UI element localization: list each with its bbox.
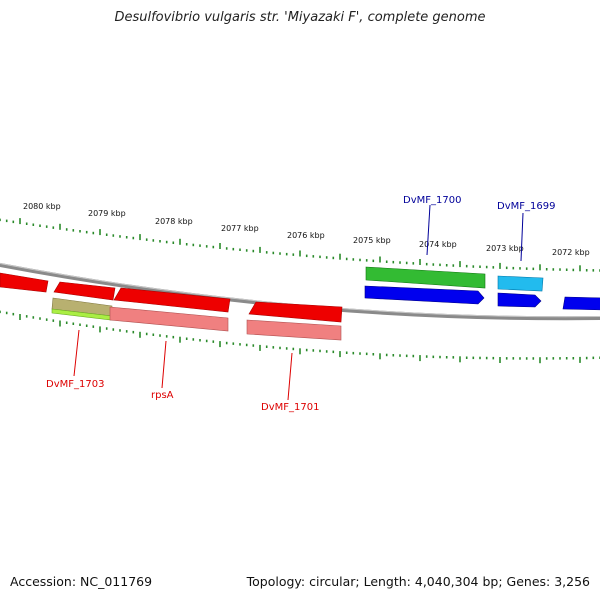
- leader-dvmf-1700: [426, 204, 431, 256]
- leader-dvmf-1703: [73, 329, 80, 377]
- gene-forward-blue-1[interactable]: [364, 285, 485, 305]
- map-title: Desulfovibrio vulgaris str. 'Miyazaki F'…: [114, 10, 486, 25]
- label-dvmf-1703[interactable]: DvMF_1703: [46, 379, 104, 390]
- gene-dvmf-1699[interactable]: [497, 275, 544, 292]
- leader-rpsA: [161, 340, 167, 389]
- leader-dvmf-1701: [287, 352, 293, 401]
- gene-rpsA[interactable]: [109, 306, 229, 332]
- kbp-label-2080: 2080 kbp: [23, 202, 61, 211]
- kbp-label-2074: 2074 kbp: [419, 240, 457, 249]
- kbp-label-2079: 2079 kbp: [88, 209, 126, 218]
- topology-text: Topology: circular; Length: 4,040,304 bp…: [246, 574, 590, 589]
- gene-forward-red-3[interactable]: [113, 287, 231, 313]
- label-dvmf-1701[interactable]: DvMF_1701: [261, 402, 319, 413]
- label-rpsA[interactable]: rpsA: [151, 390, 174, 401]
- outer-tick-ring: [0, 218, 600, 272]
- inner-tick-ring: [0, 310, 600, 364]
- kbp-label-2072: 2072 kbp: [552, 248, 590, 257]
- kbp-label-2078: 2078 kbp: [155, 217, 193, 226]
- gene-dvmf-1700[interactable]: [365, 266, 486, 289]
- kbp-label-2077: 2077 kbp: [221, 224, 259, 233]
- gene-forward-red-2[interactable]: [53, 281, 116, 301]
- gene-forward-red-1[interactable]: [0, 272, 49, 293]
- accession-text: Accession: NC_011769: [10, 574, 153, 589]
- label-dvmf-1699[interactable]: DvMF_1699: [497, 201, 555, 212]
- kbp-label-2076: 2076 kbp: [287, 231, 325, 240]
- gene-forward-red-4[interactable]: [248, 301, 343, 323]
- leader-dvmf-1699: [520, 212, 524, 262]
- kbp-label-2073: 2073 kbp: [486, 244, 524, 253]
- kbp-label-2075: 2075 kbp: [353, 236, 391, 245]
- gene-forward-blue-2[interactable]: [497, 292, 542, 308]
- gene-forward-blue-3[interactable]: [562, 296, 600, 311]
- gene-dvmf-1701[interactable]: [246, 319, 342, 341]
- label-dvmf-1700[interactable]: DvMF_1700: [403, 195, 461, 206]
